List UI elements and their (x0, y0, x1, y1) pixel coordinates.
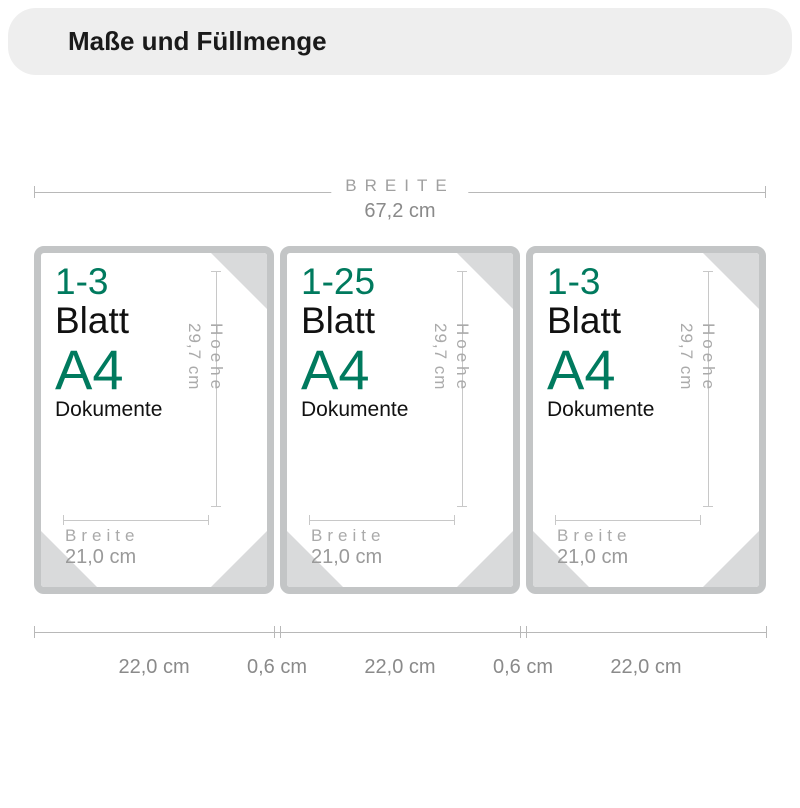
dimension-tick (765, 186, 766, 198)
total-width-value: 67,2 cm (345, 200, 454, 223)
inner-width-value: 21,0 cm (557, 546, 631, 569)
total-width-dimension: BREITE 67,2 cm (34, 186, 766, 226)
inner-width-labels: Breite 21,0 cm (557, 526, 631, 569)
dimension-tick (703, 271, 713, 272)
dimension-tick (280, 626, 281, 638)
inner-width-label: Breite (557, 526, 631, 546)
dokumente-label: Dokumente (301, 398, 499, 422)
inner-height-labels: 29,7 cm Hoehe (184, 323, 246, 393)
inner-width-label: Breite (311, 526, 385, 546)
inner-height-label: Hoehe (206, 323, 226, 393)
panel: 1-3 Blatt A4 Dokumente 29,7 cm Hoehe Bre… (526, 246, 766, 594)
dimension-tick (703, 506, 713, 507)
bottom-measure-label: 0,6 cm (247, 656, 307, 679)
bottom-measure-label: 22,0 cm (364, 656, 435, 679)
inner-height-label: Hoehe (698, 323, 718, 393)
inner-width-dimension (555, 520, 701, 521)
panel-content: 1-3 Blatt A4 Dokumente 29,7 cm Hoehe Bre… (55, 263, 253, 577)
dimension-tick (34, 626, 35, 638)
bottom-measure-label: 22,0 cm (610, 656, 681, 679)
inner-width-value: 21,0 cm (311, 546, 385, 569)
bottom-dimension: 22,0 cm 0,6 cm 22,0 cm 0,6 cm 22,0 cm (34, 626, 766, 696)
dimension-line (34, 632, 766, 633)
capacity-range: 1-3 (55, 263, 253, 302)
dimension-tick (211, 271, 221, 272)
dimension-tick (274, 626, 275, 638)
inner-width-labels: Breite 21,0 cm (311, 526, 385, 569)
header-pill: Maße und Füllmenge (8, 8, 792, 75)
page-title: Maße und Füllmenge (68, 26, 764, 57)
dimension-tick (63, 515, 64, 525)
dimension-tick (208, 515, 209, 525)
inner-height-labels: 29,7 cm Hoehe (676, 323, 738, 393)
capacity-range: 1-3 (547, 263, 745, 302)
dimension-tick (454, 515, 455, 525)
panel-content: 1-3 Blatt A4 Dokumente 29,7 cm Hoehe Bre… (547, 263, 745, 577)
dimension-tick (520, 626, 521, 638)
inner-width-label: Breite (65, 526, 139, 546)
inner-height-label: Hoehe (452, 323, 472, 393)
inner-width-value: 21,0 cm (65, 546, 139, 569)
dokumente-label: Dokumente (547, 398, 745, 422)
dokumente-label: Dokumente (55, 398, 253, 422)
total-width-label: BREITE (345, 176, 454, 196)
total-width-label-wrap: BREITE 67,2 cm (331, 176, 468, 223)
inner-height-value: 29,7 cm (430, 323, 450, 390)
capacity-range: 1-25 (301, 263, 499, 302)
panel: 1-3 Blatt A4 Dokumente 29,7 cm Hoehe Bre… (34, 246, 274, 594)
inner-height-value: 29,7 cm (184, 323, 204, 390)
bottom-measure-label: 0,6 cm (493, 656, 553, 679)
panel: 1-25 Blatt A4 Dokumente 29,7 cm Hoehe Br… (280, 246, 520, 594)
dimension-tick (457, 271, 467, 272)
dimension-tick (34, 186, 35, 198)
dimension-tick (211, 506, 221, 507)
dimension-tick (700, 515, 701, 525)
panels-row: 1-3 Blatt A4 Dokumente 29,7 cm Hoehe Bre… (34, 246, 766, 594)
inner-width-labels: Breite 21,0 cm (65, 526, 139, 569)
dimension-tick (526, 626, 527, 638)
dimension-tick (457, 506, 467, 507)
bottom-measure-label: 22,0 cm (118, 656, 189, 679)
inner-height-labels: 29,7 cm Hoehe (430, 323, 492, 393)
inner-width-dimension (309, 520, 455, 521)
panel-content: 1-25 Blatt A4 Dokumente 29,7 cm Hoehe Br… (301, 263, 499, 577)
dimension-tick (555, 515, 556, 525)
dimension-tick (766, 626, 767, 638)
inner-width-dimension (63, 520, 209, 521)
inner-height-value: 29,7 cm (676, 323, 696, 390)
dimension-tick (309, 515, 310, 525)
